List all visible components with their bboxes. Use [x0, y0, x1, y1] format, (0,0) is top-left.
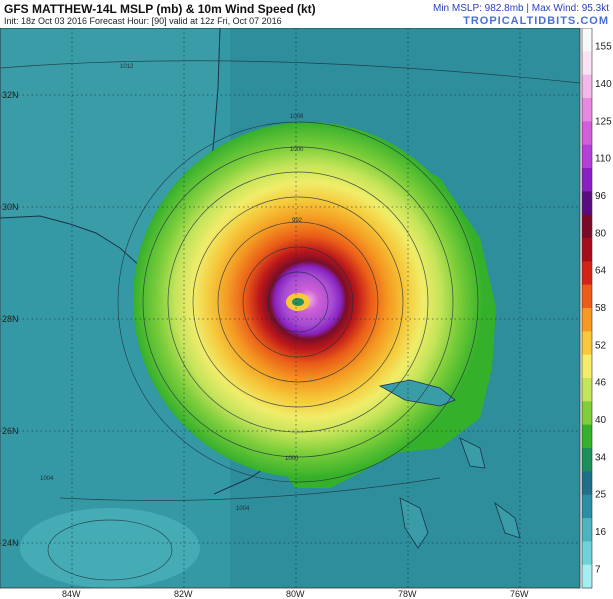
colorbar-frame	[581, 28, 593, 589]
map-subtitle: Init: 18z Oct 03 2016 Forecast Hour: [90…	[4, 16, 282, 26]
isobar-label: 1004	[236, 506, 250, 512]
map-title: GFS MATTHEW-14L MSLP (mb) & 10m Wind Spe…	[4, 2, 316, 16]
colorbar-tick-label: 125	[595, 116, 612, 127]
wind-colorbar: 155 140 125 110 96 80 64 58 52 46 40 34 25 16 7	[581, 28, 612, 589]
colorbar-swatch	[582, 494, 592, 519]
colorbar-swatch	[582, 471, 592, 496]
colorbar-swatch	[582, 28, 592, 52]
storm-eye-center	[292, 298, 304, 306]
map-frame	[0, 28, 581, 589]
isobar-label: 1004	[40, 476, 54, 482]
bahamas-islands	[378, 379, 521, 549]
colorbar-tick-label: 16	[595, 527, 607, 538]
colorbar-swatch	[582, 238, 592, 262]
colorbar-swatch	[582, 564, 592, 589]
colorbar-tick-label: 110	[595, 154, 611, 165]
colorbar-swatch	[582, 401, 592, 426]
isobar-label: 1012	[120, 64, 134, 70]
colorbar-swatch	[582, 284, 592, 309]
colorbar-swatch	[582, 448, 592, 472]
longitude-labels: 84W 82W 80W 78W 76W	[62, 589, 529, 599]
colorbar-swatch	[582, 144, 592, 169]
colorbar-swatch	[582, 168, 592, 192]
colorbar-tick-label: 40	[595, 415, 607, 426]
latitude-labels: 32N 30N 28N 26N 24N	[2, 90, 19, 548]
colorbar-swatch	[582, 214, 592, 239]
colorbar-swatch	[582, 354, 592, 379]
gulf-shade-south	[20, 508, 200, 588]
colorbar-swatch	[582, 51, 592, 76]
isobar-label: 992	[292, 218, 303, 224]
colorbar-tick-label: 52	[595, 340, 607, 351]
isobar-label: 1000	[285, 456, 299, 462]
site-watermark[interactable]: TROPICALTIDBITS.COM	[463, 15, 609, 27]
lat-label: 26N	[2, 426, 19, 436]
colorbar-swatch	[582, 518, 592, 542]
lon-label: 76W	[510, 589, 529, 599]
lon-label: 84W	[62, 589, 81, 599]
colorbar-swatch	[582, 541, 592, 566]
lat-label: 24N	[2, 538, 19, 548]
colorbar-swatch	[582, 74, 592, 99]
lon-label: 78W	[398, 589, 417, 599]
colorbar-swatch	[582, 378, 592, 402]
colorbar-tick-label: 46	[595, 378, 607, 389]
isobar-labels: 1012 1008 1004 1000 992 1004 1000	[40, 64, 304, 512]
colorbar-swatch	[582, 121, 592, 146]
colorbar-swatch	[582, 308, 592, 332]
lat-label: 30N	[2, 202, 19, 212]
colorbar-swatch	[582, 98, 592, 122]
lon-label: 82W	[174, 589, 193, 599]
colorbar-swatch	[582, 261, 592, 286]
lon-label: 80W	[286, 589, 305, 599]
colorbar-tick-label: 80	[595, 228, 607, 239]
lat-label: 32N	[2, 90, 19, 100]
colorbar-swatch	[582, 331, 592, 356]
colorbar-tick-label: 58	[595, 303, 607, 314]
colorbar-swatch	[582, 424, 592, 449]
lat-label: 28N	[2, 314, 19, 324]
isobar-label: 1000	[290, 147, 304, 153]
storm-stats: Min MSLP: 982.8mb | Max Wind: 95.3kt	[432, 3, 609, 14]
colorbar-swatch	[582, 191, 592, 216]
colorbar-tick-label: 96	[595, 191, 607, 202]
colorbar-tick-label: 34	[595, 452, 607, 463]
isobar-label: 1008	[290, 114, 304, 120]
map-field: 1012 1008 1004 1000 992 1004 1000	[0, 28, 580, 588]
colorbar-tick-label: 7	[595, 564, 601, 575]
isobar-lines	[0, 60, 580, 581]
weather-map: 1012 1008 1004 1000 992 1004 1000 32N 30…	[0, 28, 612, 599]
header-bar: GFS MATTHEW-14L MSLP (mb) & 10m Wind Spe…	[0, 0, 613, 28]
colorbar-tick-label: 140	[595, 79, 612, 90]
colorbar-tick-label: 155	[595, 42, 612, 53]
colorbar-tick-label: 25	[595, 490, 607, 501]
florida-keys	[213, 465, 269, 495]
lat-lon-grid	[0, 28, 580, 588]
colorbar-tick-label: 64	[595, 266, 607, 277]
